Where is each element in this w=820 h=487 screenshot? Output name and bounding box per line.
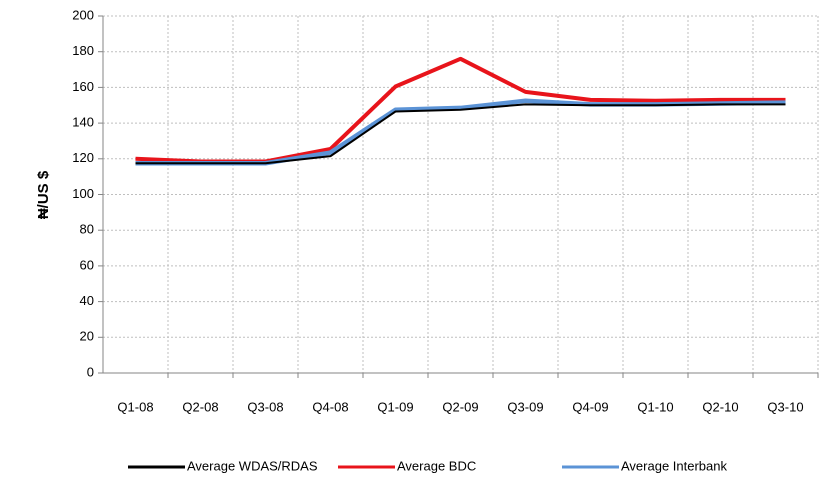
y-tick-label: 20 <box>80 329 94 344</box>
series-line <box>135 103 786 165</box>
x-tick-label: Q1-09 <box>377 399 413 414</box>
y-tick-label: 60 <box>80 257 94 272</box>
y-tick-label: 0 <box>87 364 94 379</box>
x-tick-label: Q3-09 <box>507 399 543 414</box>
x-tick-label: Q2-09 <box>442 399 478 414</box>
x-tick-label: Q3-08 <box>247 399 283 414</box>
y-tick-label: 100 <box>72 186 94 201</box>
x-tick-label: Q1-08 <box>117 399 153 414</box>
x-tick-label: Q2-08 <box>182 399 218 414</box>
legend-label: Average Interbank <box>621 458 727 473</box>
x-tick-label: Q2-10 <box>702 399 738 414</box>
legend-label: Average BDC <box>397 458 476 473</box>
y-axis-label: ₦/US $ <box>35 170 52 219</box>
x-tick-label: Q3-10 <box>767 399 803 414</box>
x-tick-label: Q4-09 <box>572 399 608 414</box>
y-tick-label: 120 <box>72 150 94 165</box>
x-tick-label: Q4-08 <box>312 399 348 414</box>
legend-label: Average WDAS/RDAS <box>187 458 318 473</box>
y-tick-label: 160 <box>72 79 94 94</box>
y-tick-label: 80 <box>80 222 94 237</box>
y-tick-label: 40 <box>80 293 94 308</box>
y-tick-label: 140 <box>72 115 94 130</box>
x-tick-label: Q1-10 <box>637 399 673 414</box>
y-tick-label: 180 <box>72 43 94 58</box>
y-tick-label: 200 <box>72 7 94 22</box>
